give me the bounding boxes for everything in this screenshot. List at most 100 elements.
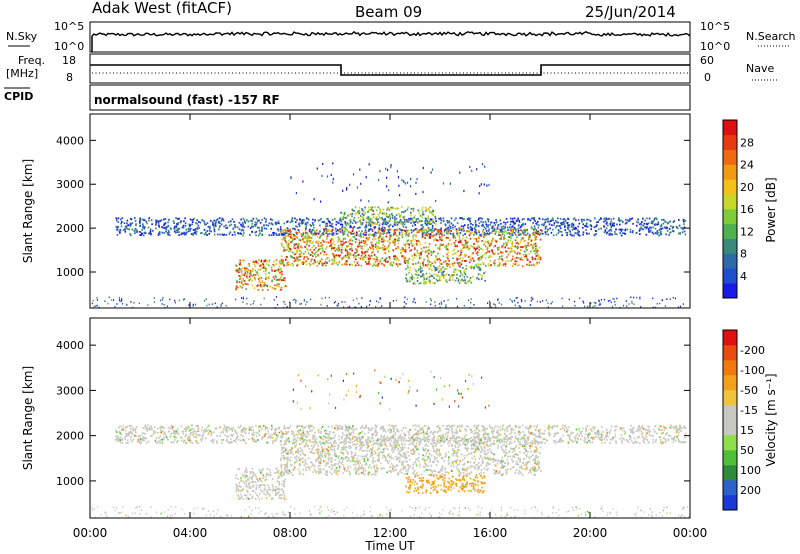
echo-0 — [478, 231, 480, 234]
echo-0 — [601, 435, 604, 438]
echo-0 — [124, 429, 127, 432]
echo-0 — [405, 226, 407, 229]
echo-1 — [468, 230, 471, 233]
echo-0 — [388, 231, 391, 234]
echo-1 — [516, 236, 518, 239]
echo-1 — [466, 230, 468, 232]
echo-1 — [478, 246, 480, 249]
echo-0 — [493, 430, 495, 433]
echo-0 — [474, 220, 477, 222]
echo-0 — [393, 223, 396, 226]
echo-0 — [600, 218, 602, 220]
echo-0 — [534, 433, 536, 436]
echo-0 — [392, 433, 395, 436]
echo-1 — [471, 252, 473, 255]
echo-0 — [424, 220, 426, 223]
echo-0 — [270, 227, 272, 230]
echo-0 — [683, 220, 685, 223]
echo-0 — [506, 429, 509, 432]
echo-1 — [340, 244, 343, 247]
echo-1 — [534, 257, 536, 260]
echo-0 — [174, 438, 176, 441]
echo-0 — [120, 225, 123, 228]
echo-0 — [440, 434, 442, 437]
echo-1 — [319, 235, 322, 238]
echo-near — [334, 300, 337, 303]
echo-1 — [534, 236, 536, 239]
echo-0 — [409, 218, 412, 221]
echo-0 — [160, 430, 163, 433]
echo-0 — [338, 229, 340, 232]
echo-0 — [381, 218, 384, 221]
freq-right-tick-bottom: 0 — [704, 71, 711, 84]
echo-0 — [182, 224, 185, 227]
echo-0 — [639, 228, 641, 230]
echo-0 — [253, 433, 255, 436]
echo-0 — [236, 435, 239, 438]
echo-0 — [661, 219, 663, 221]
echo-0 — [567, 441, 570, 444]
echo-3 — [405, 268, 407, 270]
echo-1 — [523, 256, 526, 258]
echo-0 — [542, 438, 545, 441]
echo-0 — [232, 426, 234, 429]
echo-0 — [256, 226, 259, 229]
echo-0 — [192, 232, 195, 235]
echo-1 — [393, 258, 396, 261]
echo-0 — [225, 428, 227, 431]
echo-1 — [449, 263, 451, 266]
echo-near — [517, 301, 519, 304]
echo-0 — [251, 225, 253, 228]
echo-0 — [548, 428, 550, 431]
echo-0 — [226, 227, 229, 229]
echo-1 — [326, 261, 329, 264]
echo-1 — [456, 245, 458, 247]
echo-0 — [196, 219, 198, 221]
echo-0 — [563, 218, 566, 221]
echo-0 — [604, 229, 607, 232]
echo-0 — [359, 232, 362, 235]
echo-2 — [250, 274, 253, 277]
echo-1 — [326, 231, 328, 234]
echo-4 — [373, 216, 375, 218]
echo-0 — [660, 230, 662, 233]
echo-0 — [240, 224, 243, 227]
echo-1 — [295, 231, 297, 234]
echo-1 — [383, 264, 386, 267]
echo-0 — [453, 219, 456, 222]
echo-0 — [314, 431, 316, 434]
echo-1 — [292, 251, 294, 254]
echo-1 — [304, 230, 307, 232]
echo-4 — [394, 222, 397, 225]
echo-0 — [647, 228, 650, 230]
echo-near — [320, 303, 322, 306]
echo-1 — [392, 261, 395, 264]
echo-1 — [416, 243, 418, 246]
echo-4 — [415, 218, 418, 221]
echo-0 — [606, 434, 608, 437]
echo-0 — [586, 225, 588, 228]
echo-1 — [516, 253, 518, 255]
echo-0 — [227, 221, 230, 223]
echo-0 — [509, 433, 511, 436]
echo-0 — [304, 223, 307, 226]
echo-near — [609, 299, 611, 302]
echo-0 — [535, 426, 538, 429]
echo-0 — [356, 227, 359, 229]
echo-2 — [280, 267, 282, 270]
echo-1 — [380, 247, 382, 249]
echo-3 — [440, 267, 443, 270]
echo-1 — [410, 239, 412, 242]
echo-0 — [331, 232, 334, 235]
echo-0 — [514, 440, 516, 443]
echo-3 — [414, 282, 417, 285]
echo-0 — [649, 229, 652, 232]
echo-1 — [507, 260, 509, 262]
echo-1 — [323, 241, 325, 244]
echo-4 — [377, 213, 380, 216]
echo-0 — [297, 229, 300, 231]
echo-0 — [331, 425, 333, 428]
echo-high — [406, 181, 409, 184]
echo-1 — [340, 243, 342, 246]
echo-1 — [528, 238, 530, 241]
